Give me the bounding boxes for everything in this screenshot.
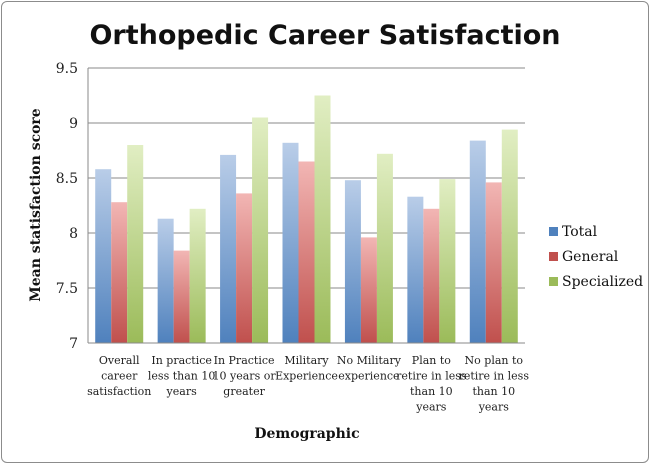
bars (95, 95, 518, 343)
bar-general (423, 208, 440, 343)
bar-total (157, 218, 174, 343)
legend-swatch-specialized (549, 277, 558, 286)
x-category-label: Plan to retire in less than 10 years (396, 354, 467, 414)
y-tick-label: 9 (69, 116, 78, 132)
x-category-label: Overall career satisfaction (87, 354, 151, 398)
x-category-label: No plan to retire in less than 10 years (459, 354, 530, 414)
legend-swatch-general (549, 252, 558, 261)
bar-general (360, 237, 377, 343)
y-tick-label: 7 (69, 336, 78, 352)
y-tick-label: 9.5 (56, 61, 78, 77)
bar-total (282, 142, 299, 343)
chart-title: Orthopedic Career Satisfaction (89, 20, 560, 51)
bar-general (236, 193, 253, 343)
bar-total (344, 180, 361, 343)
bar-specialized (189, 208, 206, 343)
y-axis-ticks: 7 7.5 8 8.5 9 9.5 (56, 61, 78, 352)
y-tick-label: 8 (69, 226, 78, 242)
legend-label-general: General (562, 249, 619, 265)
bar-general (173, 250, 190, 343)
bar-general (298, 161, 315, 343)
bar-total (220, 154, 237, 343)
legend-label-total: Total (562, 224, 598, 240)
bar-specialized (501, 129, 518, 343)
x-axis-title: Demographic (254, 426, 359, 442)
bar-specialized (127, 145, 144, 343)
legend-label-specialized: Specialized (562, 274, 643, 290)
bar-specialized (439, 179, 456, 343)
bar-general (485, 182, 502, 343)
y-tick-label: 7.5 (56, 281, 78, 297)
bar-specialized (252, 117, 269, 343)
x-category-label: No Military experience (337, 354, 402, 383)
x-category-label: In practice less than 10 years (148, 354, 215, 398)
bar-specialized (314, 95, 331, 343)
legend: Total General Specialized (549, 224, 643, 290)
legend-swatch-total (549, 227, 558, 236)
bar-specialized (376, 153, 393, 343)
x-category-label: Military Experience (275, 354, 338, 383)
bar-total (469, 140, 486, 343)
y-axis-title: Mean statisfaction score (28, 108, 44, 302)
x-category-label: In Practice 10 years or greater (213, 354, 277, 398)
bar-total (95, 169, 112, 343)
y-tick-label: 8.5 (56, 171, 78, 187)
bar-total (407, 196, 424, 343)
bar-general (111, 202, 128, 343)
